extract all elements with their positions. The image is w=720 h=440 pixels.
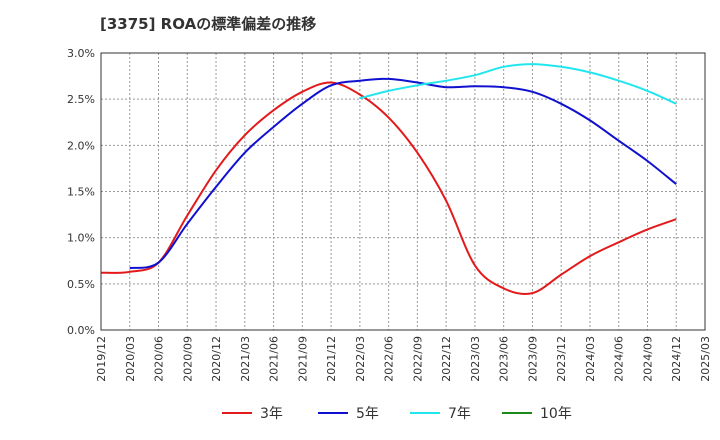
legend-item: 3年 bbox=[222, 402, 283, 424]
legend-swatch bbox=[502, 412, 532, 414]
x-tick-label: 2023/03 bbox=[469, 336, 482, 382]
legend-label: 5年 bbox=[356, 406, 379, 422]
legend-swatch bbox=[222, 412, 252, 414]
series-line-5年 bbox=[129, 77, 677, 270]
x-tick-label: 2024/03 bbox=[584, 336, 597, 382]
x-tick-label: 2023/09 bbox=[526, 336, 539, 382]
series-lines bbox=[100, 63, 677, 295]
legend-swatch bbox=[410, 412, 440, 414]
x-tick-label: 2020/06 bbox=[153, 336, 166, 382]
series-line-3年 bbox=[100, 81, 677, 295]
y-tick-label: 0.0% bbox=[67, 324, 95, 337]
x-tick-label: 2022/03 bbox=[354, 336, 367, 382]
legend-item: 7年 bbox=[410, 402, 471, 424]
legend-swatch bbox=[318, 412, 348, 414]
x-tick-label: 2024/06 bbox=[613, 336, 626, 382]
y-tick-label: 3.0% bbox=[67, 47, 95, 60]
x-tick-label: 2020/03 bbox=[124, 336, 137, 382]
x-tick-label: 2022/09 bbox=[411, 336, 424, 382]
plot-frame bbox=[100, 52, 706, 331]
legend-item: 10年 bbox=[502, 402, 572, 424]
x-tick-label: 2023/12 bbox=[555, 336, 568, 382]
chart-title: [3375] ROAの標準偏差の推移 bbox=[100, 15, 317, 33]
x-tick-label: 2024/09 bbox=[641, 336, 654, 382]
y-axis-ticks: 0.0% 0.5% 1.0% 1.5% 2.0% 2.5% 3.0% bbox=[67, 47, 95, 337]
legend-label: 10年 bbox=[540, 406, 572, 422]
x-tick-label: 2022/06 bbox=[383, 336, 396, 382]
x-axis-ticks: 2019/12 2020/03 2020/06 2020/09 2020/12 2021/… bbox=[95, 336, 712, 382]
x-tick-label: 2021/03 bbox=[239, 336, 252, 382]
legend: 3年 5年 7年 10年 bbox=[0, 402, 720, 424]
x-tick-label: 2020/09 bbox=[181, 336, 194, 382]
y-tick-label: 2.5% bbox=[67, 93, 95, 106]
x-tick-label: 2025/03 bbox=[699, 336, 712, 382]
x-tick-label: 2021/06 bbox=[268, 336, 281, 382]
x-tick-label: 2023/06 bbox=[498, 336, 511, 382]
x-tick-label: 2020/12 bbox=[210, 336, 223, 382]
x-tick-label: 2022/12 bbox=[440, 336, 453, 382]
x-tick-label: 2021/09 bbox=[296, 336, 309, 382]
legend-label: 7年 bbox=[448, 406, 471, 422]
plot-grid bbox=[101, 53, 705, 330]
x-tick-label: 2024/12 bbox=[670, 336, 683, 382]
y-tick-label: 0.5% bbox=[67, 278, 95, 291]
y-tick-label: 1.5% bbox=[67, 186, 95, 199]
series-line-7年 bbox=[359, 63, 677, 105]
legend-item: 5年 bbox=[318, 402, 379, 424]
y-tick-label: 2.0% bbox=[67, 139, 95, 152]
x-tick-label: 2019/12 bbox=[95, 336, 108, 382]
y-tick-label: 1.0% bbox=[67, 232, 95, 245]
legend-label: 3年 bbox=[260, 406, 283, 422]
x-tick-label: 2021/12 bbox=[325, 336, 338, 382]
